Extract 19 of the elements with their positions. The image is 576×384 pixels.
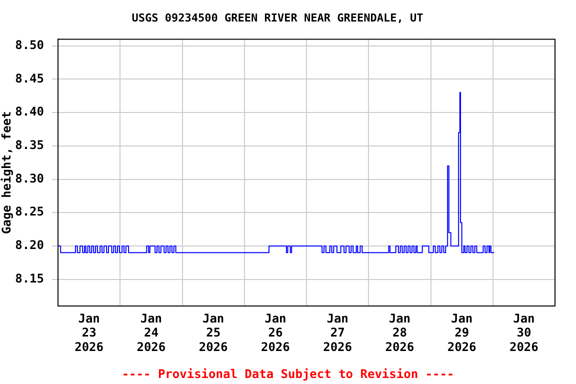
y-tick-label: 8.15 [15, 271, 44, 286]
y-tick-label: 8.30 [15, 171, 44, 186]
x-tick-label: Jan 23 2026 [74, 311, 104, 354]
x-tick-label: Jan 30 2026 [509, 311, 538, 354]
y-tick-label: 8.35 [15, 138, 44, 152]
y-tick-label: 8.20 [15, 238, 44, 252]
y-axis-title: Gage height, feet [0, 111, 14, 234]
y-tick-label: 8.25 [15, 204, 44, 219]
x-tick-label: Jan 29 2026 [447, 311, 476, 354]
x-tick-label: Jan 26 2026 [260, 311, 290, 354]
y-tick-label: 8.50 [15, 38, 44, 52]
chart-title: USGS 09234500 GREEN RIVER NEAR GREENDALE, UT [132, 11, 424, 24]
y-tick-label: 8.40 [15, 104, 44, 119]
y-tick-label: 8.45 [15, 71, 44, 86]
x-tick-label: Jan 24 2026 [136, 311, 166, 354]
x-tick-label: Jan 28 2026 [385, 311, 414, 354]
x-tick-label: Jan 25 2026 [198, 311, 228, 354]
x-tick-label: Jan 27 2026 [323, 311, 352, 354]
text: ---- Provisional Data Subject to Revision ---- [120, 367, 456, 381]
